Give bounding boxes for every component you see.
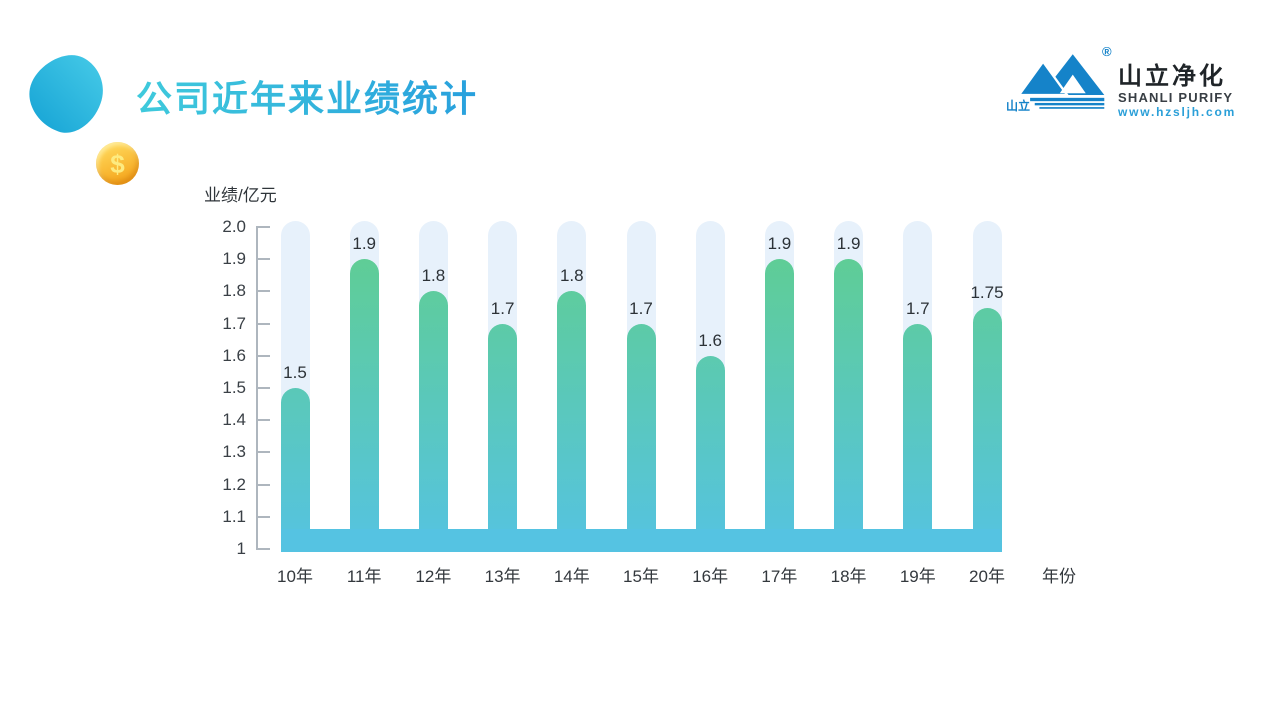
bar: [764, 259, 794, 552]
bar-value-label: 1.7: [905, 298, 930, 318]
company-logo: 山立 ® 山立净化 SHANLI PURIFY www.hzsljh.com: [992, 42, 1234, 126]
y-axis-tick: [257, 483, 270, 486]
y-axis-tick: [257, 290, 270, 293]
bar-value-label: 1.7: [490, 298, 515, 318]
y-axis-tick-label: 1: [236, 539, 246, 558]
y-axis-tick: [257, 322, 270, 325]
bar-value-label: 1.75: [970, 282, 1004, 302]
chart-base-bar: [281, 529, 1000, 552]
bar-value-label: 1.9: [836, 234, 861, 254]
bar-value-label: 1.5: [283, 363, 307, 382]
bar: [349, 259, 379, 552]
logo-website: www.hzsljh.com: [1118, 105, 1237, 119]
x-axis-category-label: 14年: [553, 567, 590, 586]
y-axis-tick-label: 1.7: [222, 313, 246, 333]
bar: [834, 259, 864, 552]
bar-value-label: 1.9: [352, 234, 377, 254]
y-axis-tick-label: 2.0: [222, 217, 246, 236]
dollar-symbol: $: [110, 148, 125, 179]
x-axis-category-label: 18年: [830, 567, 867, 586]
bar: [488, 323, 518, 552]
x-axis-category-label: 17年: [761, 567, 798, 586]
page-title: 公司近年来业绩统计: [136, 70, 478, 122]
y-axis-tick: [257, 354, 270, 357]
bar: [557, 291, 587, 552]
bar: [626, 323, 656, 552]
registered-trademark-icon: ®: [1102, 44, 1112, 59]
x-axis-category-label: 16年: [692, 567, 729, 586]
y-axis-tick: [257, 515, 270, 518]
x-axis-category-label: 12年: [415, 567, 452, 586]
y-axis-tick: [257, 258, 270, 261]
x-axis-category-label: 15年: [623, 567, 659, 586]
x-axis-category-label: 20年: [969, 567, 1005, 586]
y-axis-title: 业绩/亿元: [204, 186, 277, 205]
y-axis-tick-label: 1.8: [222, 281, 246, 301]
bar: [903, 323, 933, 552]
dollar-coin-icon: $: [96, 142, 139, 185]
y-axis-tick-label: 1.6: [222, 345, 246, 365]
x-axis-category-label: 13年: [484, 567, 521, 586]
bar: [695, 355, 725, 552]
y-axis-tick: [257, 548, 270, 550]
logo-name-en: SHANLI PURIFY: [1118, 90, 1234, 105]
x-axis-title: 年份: [1042, 567, 1076, 586]
y-axis-tick-label: 1.4: [222, 410, 246, 430]
y-axis-tick: [257, 226, 270, 228]
bar-value-label: 1.9: [767, 234, 792, 254]
x-axis-category-label: 19年: [899, 567, 936, 586]
logo-name-cn: 山立净化: [1118, 63, 1226, 90]
y-axis-tick-label: 1.1: [222, 506, 246, 526]
blob-decoration-icon: [29, 55, 103, 133]
bar: [418, 291, 448, 552]
bar: [972, 307, 1002, 552]
y-axis-tick-label: 1.3: [222, 442, 246, 462]
logo-mark-text: 山立: [1006, 98, 1030, 113]
bar-value-label: 1.8: [421, 266, 446, 286]
y-axis-tick-label: 1.5: [222, 378, 246, 397]
mountain-logo-icon: 山立: [1006, 54, 1105, 113]
bar-value-label: 1.7: [629, 298, 653, 318]
x-axis-category-label: 11年: [346, 567, 382, 586]
y-axis-tick: [257, 387, 270, 389]
y-axis-tick: [257, 451, 270, 454]
bar-value-label: 1.6: [698, 330, 723, 350]
bar-value-label: 1.8: [559, 266, 584, 286]
x-axis-category-label: 10年: [277, 567, 313, 586]
y-axis-tick: [257, 419, 270, 422]
y-axis-tick-label: 1.2: [222, 474, 246, 494]
y-axis-tick-label: 1.9: [222, 249, 246, 269]
bar: [280, 388, 310, 552]
